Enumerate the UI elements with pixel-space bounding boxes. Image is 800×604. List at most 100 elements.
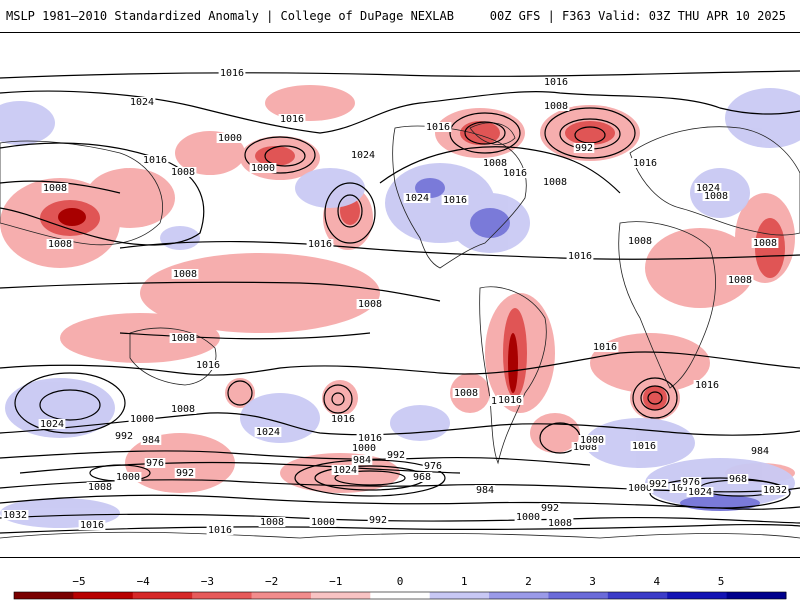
isobar-label-bg	[1, 510, 29, 520]
isobar-label: 1024	[405, 193, 429, 204]
isobar-label: 1008	[171, 333, 195, 344]
isobar-label-bg	[254, 427, 282, 437]
isobar-label: 1008	[260, 517, 284, 528]
isobar-label-bg	[169, 167, 197, 177]
isobar-label: 1008	[548, 518, 572, 529]
isobar-label-bg	[422, 461, 444, 471]
isobar-label-bg	[216, 133, 244, 143]
colorbar-segment	[310, 592, 371, 599]
isobar-label-bg	[114, 472, 142, 482]
isobar-label-bg	[542, 77, 570, 87]
isobar-label: 992	[176, 468, 194, 479]
isobar-label-bg	[591, 342, 619, 352]
isobar-label-bg	[258, 517, 286, 527]
isobar-label-bg	[669, 483, 697, 493]
isobar-label: 1008	[48, 239, 72, 250]
isobar-label: 976	[424, 461, 442, 472]
isobar-label-bg	[631, 158, 659, 168]
isobar-label: 1016	[208, 525, 232, 536]
isobar-label-bg	[727, 474, 749, 484]
isobar-label-bg	[411, 472, 433, 482]
isobar-label-bg	[452, 388, 480, 398]
isobar-label-bg	[86, 482, 114, 492]
isobar-label: 976	[146, 458, 164, 469]
isobar-label: 1016	[632, 441, 656, 452]
colorbar-segment	[251, 592, 312, 599]
isobar-label-bg	[626, 483, 654, 493]
colorbar-tick-label: 3	[589, 575, 596, 588]
isobar-label-bg	[194, 360, 222, 370]
isobar-label: 1016	[593, 342, 617, 353]
isobar-label: 1024	[130, 97, 154, 108]
isobar-label-bg	[171, 269, 199, 279]
isobar-label: 1008	[753, 238, 777, 249]
isobar-labels: 1016101610241016100810161008100010081008…	[1, 68, 789, 536]
isobar-label-bg	[481, 158, 509, 168]
isobar-label-bg	[46, 239, 74, 249]
isobar-label: 1008	[573, 442, 597, 453]
isobar-label: 1008	[728, 275, 752, 286]
colorbar-tick-label: 5	[718, 575, 725, 588]
isobar-label: 1016	[280, 114, 304, 125]
isobar-label: 1000	[516, 512, 540, 523]
colorbar-tick-label: −4	[137, 575, 151, 588]
isobar-label-bg	[630, 441, 658, 451]
isobar-label-bg	[218, 68, 246, 78]
isobar-label: 1016	[544, 77, 568, 88]
isobar-label-bg	[496, 395, 524, 405]
isobar-label-bg	[113, 431, 135, 441]
isobar-label: 1024	[333, 465, 357, 476]
isobar-label-bg	[501, 168, 529, 178]
isobar-label-bg	[249, 163, 277, 173]
colorbar-tick-label: 1	[461, 575, 468, 588]
isobar-label: 1016	[503, 168, 527, 179]
isobar-label-bg	[751, 238, 779, 248]
isobar-label: 992	[115, 431, 133, 442]
isobar-label: 1032	[763, 485, 787, 496]
isobar-label-bg	[578, 435, 606, 445]
colorbar-segment	[548, 592, 609, 599]
isobar-label-bg	[144, 458, 166, 468]
isobar-label-bg	[309, 517, 337, 527]
isobar-label: 968	[413, 472, 431, 483]
isobar-label-bg	[169, 404, 197, 414]
isobar-label-bg	[356, 433, 384, 443]
isobar-label: 1000	[251, 163, 275, 174]
isobar-label: 1016	[568, 251, 592, 262]
isobar-label: 1008	[543, 177, 567, 188]
isobar-label-bg	[351, 455, 373, 465]
isobar-label: 976	[682, 477, 700, 488]
isobar-label-bg	[141, 155, 169, 165]
isobar-label: 984	[751, 446, 769, 457]
isobar-label-bg	[367, 515, 389, 525]
isobar-label: 1032	[3, 510, 27, 521]
isobar-label: 1008	[358, 299, 382, 310]
isobar-label: 1024	[40, 419, 64, 430]
isobar-label-bg	[385, 450, 407, 460]
isobar-label-bg	[278, 114, 306, 124]
isobar-label: 1016	[426, 122, 450, 133]
colorbar-tick-label: 2	[525, 575, 532, 588]
isobar-label: 1016	[331, 414, 355, 425]
isobar-label: 1016	[196, 360, 220, 371]
isobar-label-bg	[174, 468, 196, 478]
isobar-label: 1024	[351, 150, 375, 161]
isobar-label-bg	[350, 443, 378, 453]
colorbar-segment	[429, 592, 490, 599]
isobar-label: 1000	[130, 414, 154, 425]
isobar-label: 1000	[311, 517, 335, 528]
isobar-label: 1000	[352, 443, 376, 454]
isobar-label-bg	[169, 333, 197, 343]
isobar-label-bg	[474, 485, 496, 495]
isobar-label: 1008	[483, 158, 507, 169]
isobar-label-bg	[329, 414, 357, 424]
colorbar-segment	[370, 592, 431, 599]
colorbar-outline	[13, 591, 787, 600]
isobar-label-bg	[647, 479, 669, 489]
isobar-label-bg	[571, 442, 599, 452]
header: MSLP 1981–2010 Standardized Anomaly | Co…	[0, 0, 800, 32]
extreme-positive-anomaly-shading	[58, 208, 518, 393]
isobar-label: 1008	[171, 167, 195, 178]
isobar-label-bg	[128, 97, 156, 107]
isobar-label-bg	[539, 503, 561, 513]
